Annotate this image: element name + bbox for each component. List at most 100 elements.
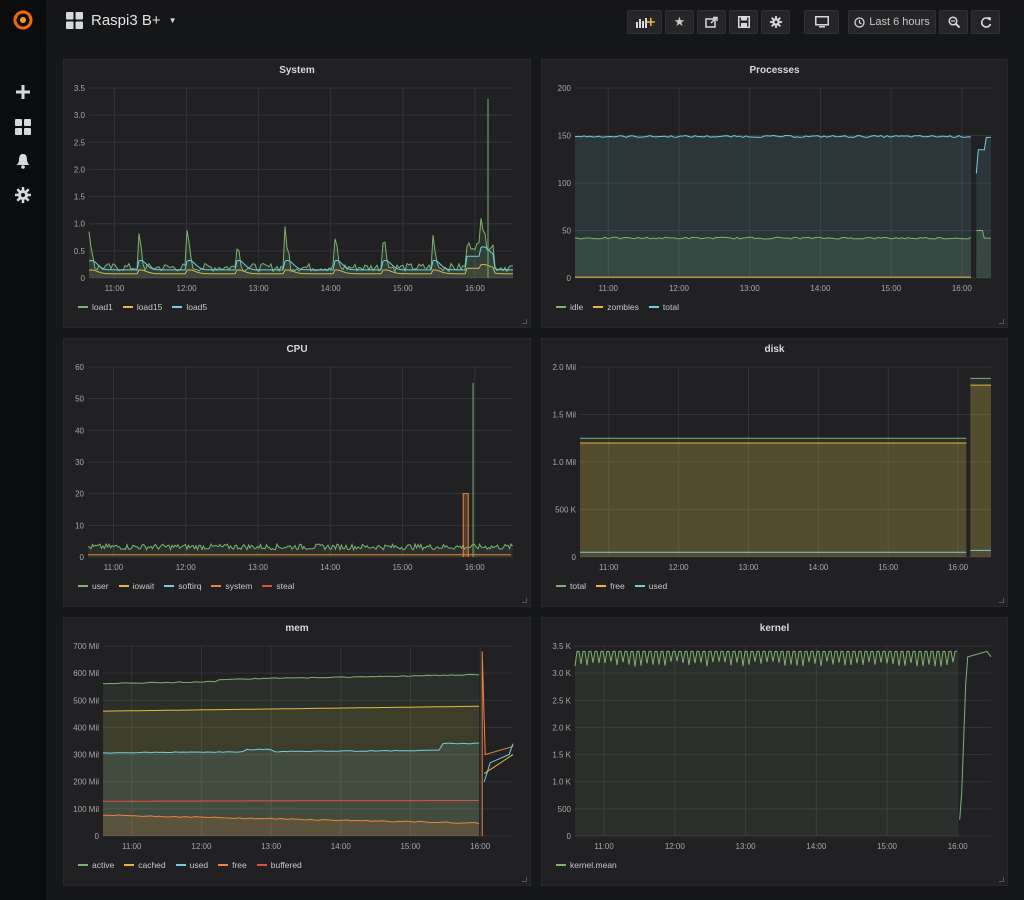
legend-label: total — [662, 302, 679, 312]
x-tick-label: 14:00 — [810, 284, 831, 293]
gear-icon[interactable] — [11, 183, 35, 207]
y-tick-label: 3.5 — [74, 84, 86, 93]
legend-swatch — [556, 306, 566, 308]
refresh-icon — [980, 17, 991, 28]
kernel-chart: 0 500 1.0 K 1.5 K 2.0 K 2.5 K 3.0 K 3.5 K 11:00 1… — [552, 642, 992, 851]
time-picker-button[interactable]: Last 6 hours — [848, 10, 936, 34]
legend: total free used — [556, 581, 667, 591]
y-tick-label: 0 — [567, 274, 572, 283]
bell-icon[interactable] — [11, 149, 35, 173]
legend-swatch — [122, 306, 133, 308]
dashboards-icon[interactable] — [11, 115, 35, 139]
legend-label: zombies — [607, 302, 639, 312]
legend-item-load1[interactable]: load1 — [78, 302, 113, 312]
legend-item-iowait[interactable]: iowait — [118, 581, 154, 591]
legend-item-total[interactable]: total — [556, 581, 586, 591]
panel-processes[interactable]: Processes 0 50 100 150 200 11:00 12:00 13:00 14:… — [541, 59, 1008, 328]
resize-handle[interactable] — [522, 598, 527, 603]
y-tick-label: 40 — [75, 426, 84, 435]
legend-item-load15[interactable]: load15 — [122, 302, 163, 312]
panel-cpu[interactable]: CPU 0 10 20 30 40 50 60 11:00 12:00 13:00 14:00 15:… — [63, 338, 531, 607]
legend-label: free — [232, 860, 247, 870]
y-tick-label: 20 — [75, 490, 84, 499]
resize-handle[interactable] — [522, 319, 527, 324]
x-tick-label: 13:00 — [738, 563, 759, 572]
settings-button[interactable] — [761, 10, 790, 34]
resize-handle[interactable] — [522, 877, 527, 882]
panel-kernel[interactable]: kernel 0 500 1.0 K 1.5 K 2.0 K 2.5 K 3.0 K 3.5 … — [541, 617, 1008, 886]
caret-down-icon: ▼ — [168, 16, 177, 25]
panel-title[interactable]: Processes — [749, 65, 800, 76]
star-button[interactable]: ★ — [665, 10, 694, 34]
x-tick-label: 14:00 — [320, 563, 341, 572]
legend-item-user[interactable]: user — [78, 581, 109, 591]
panel-system[interactable]: System 0 0.5 1.0 1.5 2.0 2.5 3.0 3.5 11:00 12:00 1… — [63, 59, 531, 328]
mem-chart: 0 100 Mil 200 Mil 300 Mil 400 Mil 500 Mil 600 … — [73, 642, 514, 851]
x-tick-label: 15:00 — [877, 842, 898, 851]
panel-disk[interactable]: disk 0 500 K 1.0 Mil 1.5 Mil 2.0 Mil 11:00 12:… — [541, 338, 1008, 607]
monitor-icon — [814, 16, 829, 28]
panel-title[interactable]: CPU — [286, 344, 308, 355]
load1-line — [88, 218, 514, 273]
y-tick-label: 50 — [562, 227, 571, 236]
resize-handle[interactable] — [999, 877, 1004, 882]
kernel-mean-area — [575, 651, 957, 836]
legend-label: total — [570, 581, 587, 591]
legend-swatch — [175, 864, 186, 866]
panel-title[interactable]: kernel — [759, 623, 790, 634]
legend-item-kernel-mean[interactable]: kernel.mean — [556, 860, 617, 870]
legend-item-free[interactable]: free — [218, 860, 247, 870]
x-tick-label: 14:00 — [808, 563, 829, 572]
free-area — [103, 814, 479, 836]
x-tick-label: 12:00 — [669, 563, 690, 572]
y-tick-label: 400 Mil — [73, 723, 99, 732]
legend-item-idle[interactable]: idle — [556, 302, 583, 312]
x-tick-label: 16:00 — [948, 563, 969, 572]
dashboard-title[interactable]: Raspi3 B+ ▼ — [66, 12, 177, 29]
grafana-logo-icon[interactable] — [11, 8, 35, 32]
legend-item-used[interactable]: used — [634, 581, 667, 591]
legend-item-active[interactable]: active — [78, 860, 114, 870]
refresh-button[interactable] — [971, 10, 1000, 34]
x-tick-label: 13:00 — [249, 284, 270, 293]
y-tick-label: 0 — [80, 553, 85, 562]
x-tick-label: 11:00 — [104, 563, 124, 572]
cycle-view-button[interactable] — [804, 10, 839, 34]
panel-title[interactable]: mem — [285, 623, 309, 634]
legend-item-used[interactable]: used — [175, 860, 208, 870]
save-button[interactable] — [729, 10, 758, 34]
dashboard-title-label: Raspi3 B+ — [91, 12, 161, 29]
legend-item-total[interactable]: total — [648, 302, 679, 312]
legend-item-load5[interactable]: load5 — [172, 302, 207, 312]
panel-title[interactable]: System — [279, 65, 315, 76]
panel-title[interactable]: disk — [764, 344, 785, 355]
resize-handle[interactable] — [999, 319, 1004, 324]
y-tick-label: 200 — [558, 84, 572, 93]
legend-swatch — [262, 585, 273, 587]
x-tick-label: 11:00 — [594, 842, 614, 851]
panel-mem[interactable]: mem 0 100 Mil 200 Mil 300 Mil 400 Mil 500 Mil… — [63, 617, 531, 886]
y-tick-label: 2.5 K — [552, 696, 571, 705]
y-tick-label: 0.5 — [74, 247, 86, 256]
legend-item-system[interactable]: system — [211, 581, 252, 591]
cpu-chart: 0 10 20 30 40 50 60 11:00 12:00 13:00 14:00 15:00 16… — [75, 363, 513, 572]
zoom-out-button[interactable] — [939, 10, 968, 34]
legend-item-zombies[interactable]: zombies — [593, 302, 639, 312]
legend-item-softirq[interactable]: softirq — [164, 581, 201, 591]
legend-item-steal[interactable]: steal — [262, 581, 294, 591]
legend-item-free[interactable]: free — [596, 581, 625, 591]
legend-swatch — [256, 864, 267, 866]
legend-label: load15 — [136, 302, 163, 312]
disk-chart: 0 500 K 1.0 Mil 1.5 Mil 2.0 Mil 11:00 12:00 13:… — [552, 363, 991, 572]
cached-area — [103, 706, 479, 836]
plus-icon[interactable] — [11, 80, 35, 104]
add-panel-button[interactable] — [627, 10, 662, 34]
y-tick-label: 100 — [558, 179, 572, 188]
share-button[interactable] — [697, 10, 726, 34]
total-area — [580, 438, 967, 557]
legend-item-cached[interactable]: cached — [124, 860, 166, 870]
legend-item-buffered[interactable]: buffered — [256, 860, 302, 870]
resize-handle[interactable] — [999, 598, 1004, 603]
y-tick-label: 30 — [75, 458, 84, 467]
legend-swatch — [593, 306, 604, 308]
